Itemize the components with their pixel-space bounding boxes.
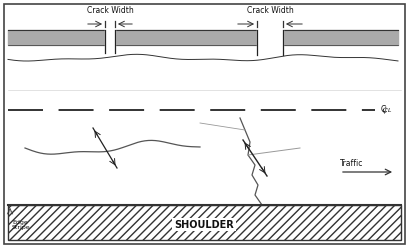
- Text: Crack Width: Crack Width: [87, 6, 133, 15]
- Text: Traffic: Traffic: [340, 159, 363, 168]
- Text: Edge
Stripe: Edge Stripe: [12, 219, 31, 230]
- Text: C: C: [381, 105, 386, 115]
- Text: L: L: [388, 109, 391, 114]
- Bar: [8, 205, 401, 240]
- Text: SHOULDER: SHOULDER: [174, 219, 234, 229]
- Text: ¢: ¢: [381, 106, 387, 116]
- Text: Crack Width: Crack Width: [247, 6, 293, 15]
